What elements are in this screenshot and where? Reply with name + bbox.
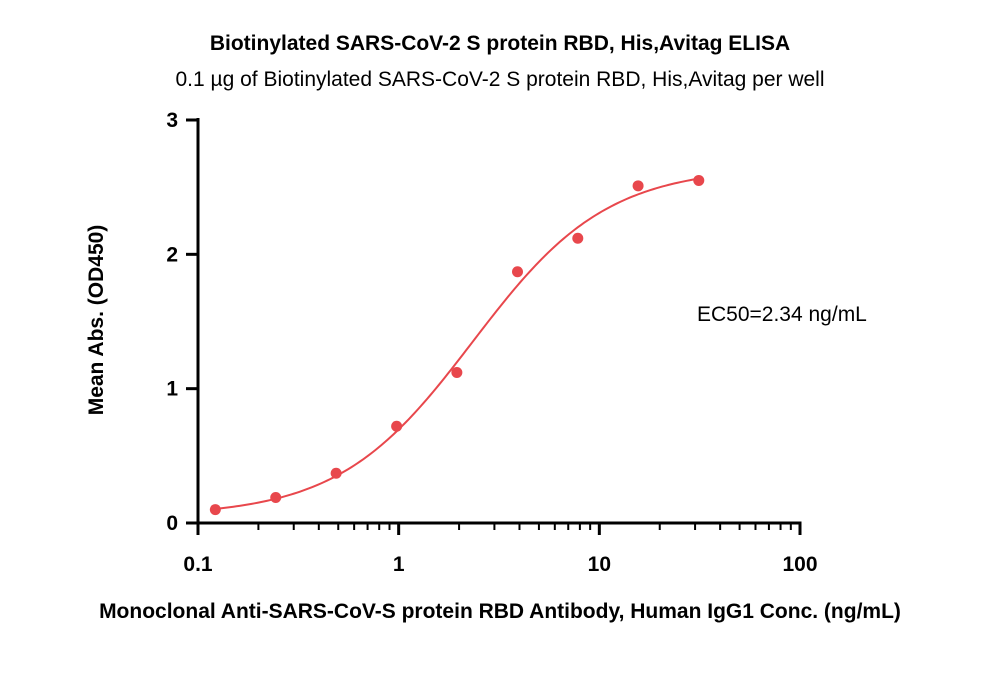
data-points xyxy=(209,174,705,516)
ec50-annotation: EC50=2.34 ng/mL xyxy=(697,303,867,326)
data-point xyxy=(330,467,342,479)
y-tick-label: 2 xyxy=(166,243,178,266)
chart-subtitle: 0.1 µg of Biotinylated SARS-CoV-2 S prot… xyxy=(175,68,825,91)
fit-curve xyxy=(215,177,699,510)
data-point xyxy=(693,174,705,186)
x-axis-label: Monoclonal Anti-SARS-CoV-S protein RBD A… xyxy=(99,600,901,623)
data-point xyxy=(451,367,463,379)
x-tick-label: 100 xyxy=(782,553,817,576)
y-tick-label: 1 xyxy=(166,378,178,401)
data-point xyxy=(511,266,523,278)
chart-title: Biotinylated SARS-CoV-2 S protein RBD, H… xyxy=(209,32,791,55)
x-tick-label: 0.1 xyxy=(183,553,213,576)
data-point xyxy=(391,420,403,432)
data-point xyxy=(209,504,221,516)
y-tick-label: 0 xyxy=(166,512,178,535)
y-axis-label: Mean Abs. (OD450) xyxy=(85,224,108,416)
fit-curve-group xyxy=(215,177,699,510)
axes: 0 1 2 3 0.1 1 10 100 xyxy=(166,109,817,576)
x-tick-label: 10 xyxy=(588,553,611,576)
x-tick-label: 1 xyxy=(393,553,405,576)
data-point xyxy=(632,180,644,192)
y-tick-label: 3 xyxy=(166,109,178,132)
data-point xyxy=(270,491,282,503)
data-point xyxy=(572,232,584,244)
